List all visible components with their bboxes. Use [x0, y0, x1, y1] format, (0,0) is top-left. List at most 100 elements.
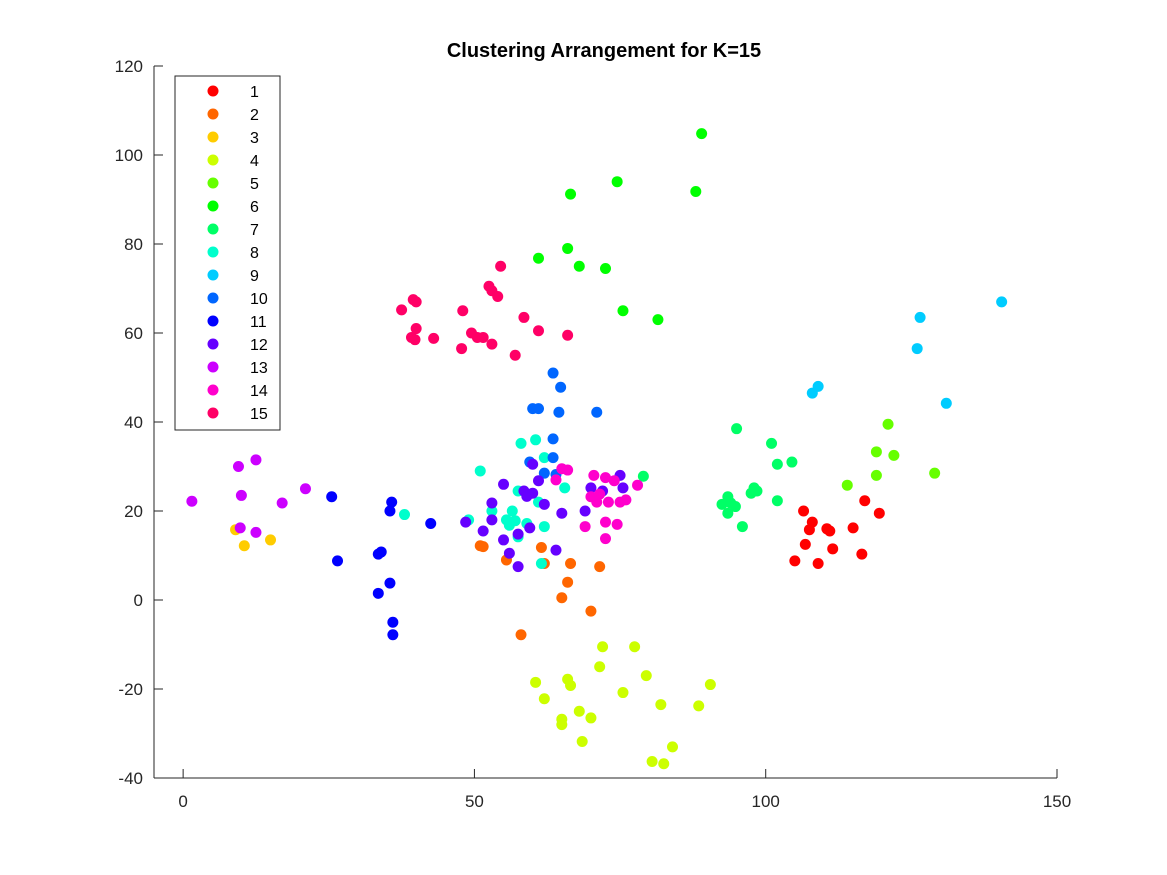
- data-point: [410, 323, 422, 335]
- data-point: [535, 558, 547, 570]
- data-point: [600, 516, 611, 528]
- series-6: [533, 128, 708, 326]
- data-point: [477, 541, 489, 553]
- data-point: [585, 712, 597, 724]
- data-point: [527, 458, 539, 470]
- data-point: [873, 507, 885, 519]
- data-point: [538, 498, 550, 510]
- data-point: [602, 496, 614, 508]
- data-point: [799, 538, 811, 550]
- legend-label: 15: [250, 406, 268, 423]
- data-point: [806, 516, 818, 528]
- series-5: [841, 418, 941, 491]
- data-point: [608, 475, 620, 487]
- data-point: [509, 349, 521, 361]
- legend-marker: [207, 177, 219, 189]
- data-point: [646, 756, 658, 768]
- data-point: [457, 305, 469, 317]
- data-points: [186, 128, 1008, 770]
- data-point: [410, 296, 422, 308]
- x-tick-label: 0: [178, 792, 187, 811]
- data-point: [326, 491, 338, 503]
- legend-marker: [207, 85, 219, 97]
- data-point: [530, 676, 542, 688]
- series-9: [806, 296, 1008, 409]
- data-point: [629, 641, 641, 653]
- data-point: [847, 522, 859, 534]
- data-point: [611, 176, 623, 188]
- data-point: [538, 467, 550, 479]
- data-point: [456, 343, 468, 355]
- data-point: [387, 629, 399, 641]
- data-point: [771, 458, 783, 470]
- data-point: [234, 522, 246, 534]
- legend-marker: [207, 154, 219, 166]
- data-point: [498, 478, 510, 490]
- data-point: [940, 397, 952, 409]
- data-point: [870, 446, 882, 458]
- data-point: [731, 423, 743, 435]
- data-point: [637, 470, 649, 482]
- series-1: [789, 495, 885, 570]
- series-7: [637, 423, 798, 533]
- data-point: [617, 482, 629, 494]
- data-point: [538, 452, 550, 464]
- data-point: [620, 494, 632, 506]
- data-point: [503, 547, 515, 559]
- data-point: [579, 505, 591, 517]
- data-point: [509, 515, 521, 527]
- data-point: [299, 483, 311, 495]
- legend-box: [174, 75, 281, 431]
- data-point: [428, 332, 440, 344]
- data-point: [766, 437, 778, 449]
- y-tick-label: 40: [124, 413, 143, 432]
- data-point: [533, 252, 545, 264]
- series-11: [326, 491, 437, 641]
- x-tick-label: 50: [465, 792, 484, 811]
- data-point: [555, 381, 567, 393]
- data-point: [474, 465, 486, 477]
- legend-label: 5: [250, 176, 259, 193]
- data-point: [597, 641, 609, 653]
- data-point: [375, 546, 387, 558]
- data-point: [579, 521, 591, 533]
- data-point: [690, 185, 702, 197]
- legend-marker: [207, 108, 219, 120]
- y-tick-label: 60: [124, 324, 143, 343]
- data-point: [565, 679, 577, 691]
- data-point: [824, 525, 836, 537]
- data-point: [506, 505, 518, 517]
- legend-label: 6: [250, 199, 259, 216]
- data-point: [384, 577, 396, 589]
- data-point: [573, 260, 585, 272]
- data-point: [524, 522, 536, 534]
- data-point: [617, 687, 629, 699]
- legend-marker: [207, 246, 219, 258]
- legend-label: 8: [250, 245, 259, 262]
- legend-label: 13: [250, 360, 268, 377]
- data-point: [533, 475, 545, 487]
- data-point: [652, 314, 664, 326]
- chart-title: Clustering Arrangement for K=15: [447, 40, 761, 62]
- data-point: [573, 705, 585, 717]
- data-point: [870, 469, 882, 481]
- data-point: [771, 495, 783, 507]
- data-point: [562, 576, 574, 588]
- data-point: [538, 521, 550, 533]
- data-point: [550, 544, 562, 556]
- data-point: [693, 700, 705, 712]
- legend-marker: [207, 384, 219, 396]
- data-point: [492, 291, 504, 303]
- data-point: [512, 528, 524, 540]
- y-tick-label: 80: [124, 235, 143, 254]
- data-point: [600, 533, 611, 545]
- data-point: [632, 479, 644, 491]
- data-point: [588, 469, 600, 481]
- legend-marker: [207, 200, 219, 212]
- data-point: [486, 514, 498, 526]
- data-point: [585, 605, 597, 617]
- legend-marker: [207, 131, 219, 143]
- data-point: [550, 474, 562, 486]
- data-point: [396, 304, 408, 316]
